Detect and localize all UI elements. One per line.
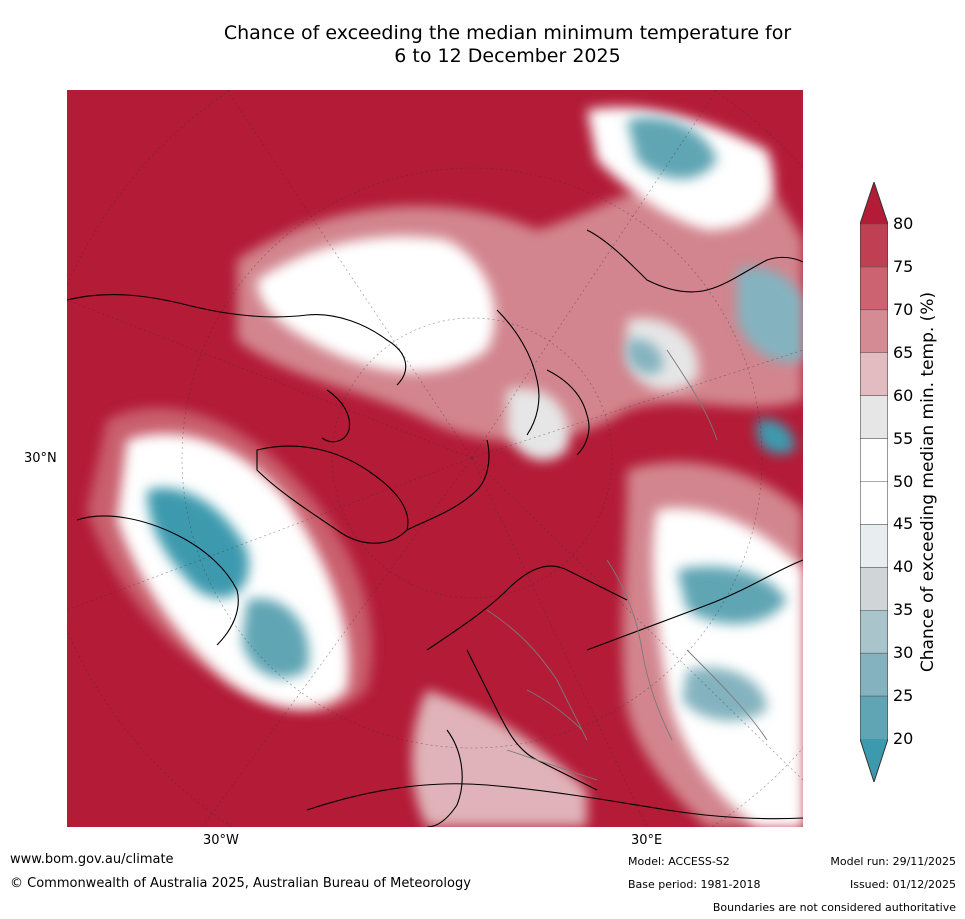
colorbar-tick-label: 45 bbox=[893, 514, 914, 534]
colorbar-extension-bottom bbox=[860, 739, 888, 782]
colorbar-tick-label: 25 bbox=[893, 686, 914, 706]
colorbar-tick-label: 55 bbox=[893, 428, 914, 448]
colorbar-tick-label: 20 bbox=[893, 729, 914, 748]
colorbar-band bbox=[860, 653, 888, 697]
country-borders bbox=[486, 349, 768, 781]
colorbar-tick-label: 65 bbox=[893, 342, 914, 362]
colorbar-bands bbox=[860, 182, 888, 782]
map-title: Chance of exceeding the median minimum t… bbox=[160, 22, 855, 68]
colorbar-tick-label: 60 bbox=[893, 385, 914, 405]
colorbar-band bbox=[860, 524, 888, 568]
model-run-date: Model run: 29/11/2025 bbox=[830, 855, 956, 868]
colorbar-tick-label: 35 bbox=[893, 600, 914, 620]
boundaries-disclaimer: Boundaries are not considered authoritat… bbox=[712, 901, 956, 914]
title-line-1: Chance of exceeding the median minimum t… bbox=[223, 22, 792, 44]
website-link[interactable]: www.bom.gov.au/climate bbox=[10, 852, 174, 867]
colorbar-title-text: Chance of exceeding median min. temp. (%… bbox=[918, 291, 938, 673]
longitude-label-30e: 30°E bbox=[631, 833, 663, 848]
base-period: Base period: 1981-2018 bbox=[628, 878, 761, 891]
colorbar-band bbox=[860, 395, 888, 440]
colorbar bbox=[860, 182, 888, 782]
colorbar-tick-label: 40 bbox=[893, 557, 914, 577]
colorbar-tick-label: 75 bbox=[893, 256, 914, 276]
colorbar-band bbox=[860, 309, 888, 354]
colorbar-tick-label: 30 bbox=[893, 643, 914, 663]
copyright-notice: © Commonwealth of Australia 2025, Austra… bbox=[10, 876, 471, 891]
coastlines bbox=[67, 229, 803, 827]
polar-map bbox=[67, 90, 803, 827]
graticule-lines bbox=[67, 90, 803, 827]
colorbar-band bbox=[860, 438, 888, 482]
issued-date: Issued: 01/12/2025 bbox=[849, 878, 956, 891]
colorbar-tick-label: 70 bbox=[893, 299, 914, 319]
colorbar-band bbox=[860, 481, 888, 525]
title-line-2: 6 to 12 December 2025 bbox=[394, 45, 621, 67]
latitude-label-30n: 30°N bbox=[24, 451, 57, 466]
colorbar-band bbox=[860, 266, 888, 311]
colorbar-band bbox=[860, 696, 888, 740]
model-name: Model: ACCESS-S2 bbox=[628, 855, 730, 868]
colorbar-tick-label: 80 bbox=[893, 214, 914, 233]
longitude-label-30w: 30°W bbox=[203, 833, 239, 848]
colorbar-band bbox=[860, 567, 888, 611]
colorbar-band bbox=[860, 610, 888, 654]
colorbar-band bbox=[860, 352, 888, 397]
map-graphic bbox=[67, 90, 803, 827]
colorbar-band bbox=[860, 224, 888, 268]
colorbar-tick-label: 50 bbox=[893, 471, 914, 491]
colorbar-extension-top bbox=[860, 182, 888, 224]
